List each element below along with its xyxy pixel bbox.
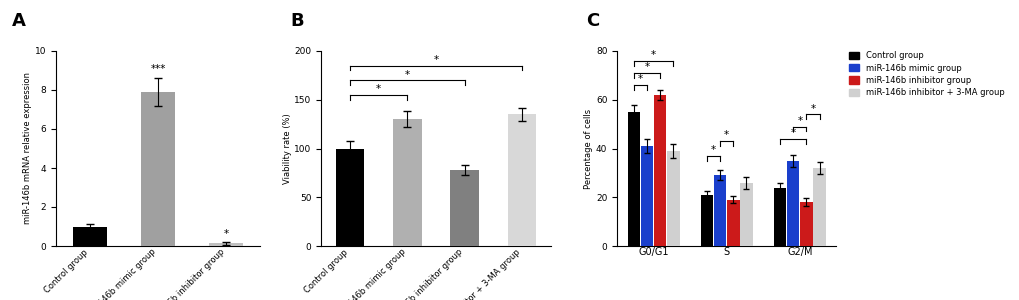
Text: *: * <box>405 70 410 80</box>
Bar <box>335 148 364 246</box>
Text: *: * <box>710 145 715 155</box>
Bar <box>653 95 665 246</box>
Bar <box>450 170 479 246</box>
Text: A: A <box>12 12 26 30</box>
Bar <box>507 114 536 246</box>
Text: ***: *** <box>150 64 166 74</box>
Y-axis label: miR-146b mRNA relative expression: miR-146b mRNA relative expression <box>23 73 32 224</box>
Text: *: * <box>376 84 381 94</box>
Bar <box>640 146 652 246</box>
Text: B: B <box>290 12 304 30</box>
Y-axis label: Percentage of cells: Percentage of cells <box>584 108 592 189</box>
Text: C: C <box>586 12 599 30</box>
Text: *: * <box>810 103 815 114</box>
Bar <box>773 188 786 246</box>
Bar <box>392 119 421 246</box>
Bar <box>700 195 712 246</box>
Bar <box>627 112 640 246</box>
Bar <box>740 183 752 246</box>
Bar <box>812 168 825 246</box>
Text: *: * <box>650 50 655 60</box>
Bar <box>209 243 243 246</box>
Text: *: * <box>790 128 795 138</box>
Bar <box>787 161 799 246</box>
Text: *: * <box>644 62 649 72</box>
Bar <box>73 226 107 246</box>
Text: *: * <box>723 130 729 140</box>
Bar <box>800 202 812 246</box>
Bar <box>713 175 726 246</box>
Text: *: * <box>637 74 642 84</box>
Text: *: * <box>433 55 438 65</box>
Y-axis label: Viability rate (%): Viability rate (%) <box>282 113 291 184</box>
Bar <box>666 151 679 246</box>
Legend: Control group, miR-146b mimic group, miR-146b inhibitor group, miR-146b inhibito: Control group, miR-146b mimic group, miR… <box>849 51 1004 97</box>
Text: *: * <box>223 229 228 238</box>
Bar <box>141 92 175 246</box>
Text: *: * <box>797 116 802 126</box>
Bar <box>727 200 739 246</box>
